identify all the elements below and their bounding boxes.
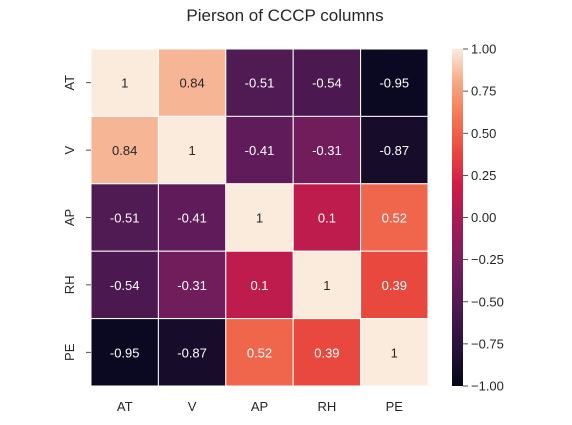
colorbar-tick-label: −1.00 <box>471 379 504 394</box>
heatmap-cell <box>90 115 159 185</box>
colorbar-tick-label: 1.00 <box>471 42 496 57</box>
y-axis-tick-label: V <box>62 145 77 154</box>
x-axis-tick-label: PE <box>386 399 404 414</box>
heatmap-cell <box>157 318 227 387</box>
heatmap-cell <box>225 115 294 185</box>
cell-value-label: 1 <box>323 278 330 293</box>
cell-value-label: -0.54 <box>110 278 140 293</box>
cell-value-label: 0.1 <box>318 211 336 226</box>
cell-value-label: 0.39 <box>314 345 339 360</box>
cell-value-label: -0.31 <box>312 143 342 158</box>
heatmap-cell <box>157 183 227 252</box>
cell-value-label: 0.84 <box>112 143 137 158</box>
colorbar-tick-label: 0.50 <box>471 126 496 141</box>
colorbar: 1.00 0.75 0.50 0.25 0.00 −0.25 −0.50 −0.75 −1.00 <box>452 42 504 394</box>
colorbar-tick-label: −0.75 <box>471 336 504 351</box>
heatmap-cell <box>360 115 429 185</box>
cell-value-label: -0.54 <box>312 76 342 91</box>
colorbar-tick-label: 0.00 <box>471 210 496 225</box>
cell-value-label: 0.52 <box>382 211 407 226</box>
heatmap-cell <box>292 183 362 252</box>
x-axis-tick-label: AP <box>251 399 268 414</box>
y-axis-tick-labels: AT V AP RH PE <box>62 75 91 361</box>
cell-value-label: 1 <box>188 143 195 158</box>
heatmap-cell <box>292 250 362 320</box>
heatmap-cell <box>360 183 429 252</box>
x-axis-tick-label: RH <box>318 399 337 414</box>
cell-value-label: 0.52 <box>247 345 272 360</box>
cell-value-label: 1 <box>391 345 398 360</box>
cell-value-label: -0.51 <box>110 211 140 226</box>
heatmap-cells: 1 0.84 -0.51 -0.54 -0.95 0.84 1 -0.41 -0.31 -0.87… <box>90 48 429 387</box>
x-axis-tick-label: AT <box>117 399 133 414</box>
cell-value-label: 1 <box>121 76 128 91</box>
y-axis-tick-label: PE <box>62 343 77 361</box>
y-axis-tick-label: AT <box>62 75 77 91</box>
colorbar-tick-label: −0.25 <box>471 252 504 267</box>
heatmap-cell <box>360 318 429 387</box>
heatmap-cell <box>225 48 294 117</box>
cell-value-label: -0.31 <box>177 278 207 293</box>
heatmap-cell <box>157 48 227 117</box>
heatmap-cell <box>225 318 294 387</box>
cell-value-label: -0.95 <box>379 76 409 91</box>
y-axis-tick-label: RH <box>62 276 77 295</box>
cell-value-label: -0.87 <box>379 143 409 158</box>
colorbar-gradient <box>452 49 463 386</box>
x-axis-tick-label: V <box>188 399 197 414</box>
heatmap-cell <box>90 318 159 387</box>
colorbar-tick-label: 0.25 <box>471 168 496 183</box>
colorbar-tick-label: 0.75 <box>471 84 496 99</box>
colorbar-tick-label: −0.50 <box>471 294 504 309</box>
cell-value-label: 1 <box>256 211 263 226</box>
cell-value-label: -0.87 <box>177 345 207 360</box>
heatmap-cell <box>360 250 429 320</box>
cell-value-label: -0.41 <box>245 143 275 158</box>
cell-value-label: 0.84 <box>179 76 204 91</box>
heatmap-cell <box>90 48 159 117</box>
heatmap-cell <box>157 250 227 320</box>
cell-value-label: -0.51 <box>245 76 275 91</box>
x-axis-tick-labels: AT V AP RH PE <box>117 399 403 414</box>
y-axis-tick-label: AP <box>62 209 77 226</box>
cell-value-label: -0.41 <box>177 211 207 226</box>
cell-value-label: 0.1 <box>250 278 268 293</box>
chart-title: Pierson of CCCP columns <box>186 6 383 25</box>
heatmap-cell <box>292 48 362 117</box>
heatmap-cell <box>225 250 294 320</box>
cell-value-label: 0.39 <box>382 278 407 293</box>
cell-value-label: -0.95 <box>110 345 140 360</box>
